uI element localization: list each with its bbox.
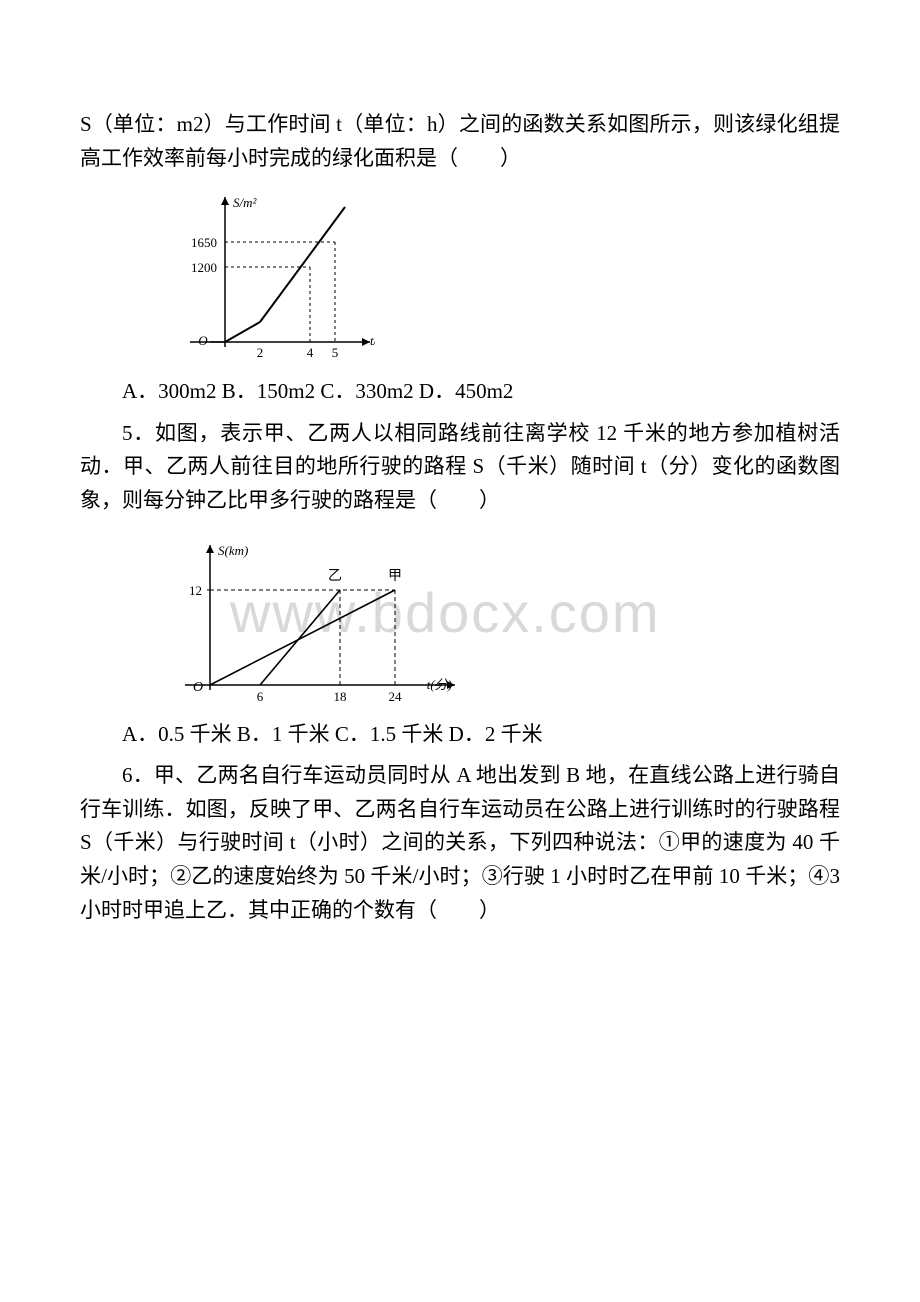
svg-text:4: 4 [307, 345, 314, 360]
svg-text:1650: 1650 [191, 235, 217, 250]
q5-options: A．0.5 千米 B．1 千米 C．1.5 千米 D．2 千米 [80, 718, 840, 752]
svg-text:18: 18 [334, 689, 347, 704]
svg-text:O: O [193, 680, 203, 695]
q5-text: 5．如图，表示甲、乙两人以相同路线前往离学校 12 千米的地方参加植树活动．甲、… [80, 417, 840, 518]
svg-text:O: O [198, 333, 208, 348]
svg-text:12: 12 [189, 583, 202, 598]
svg-text:t/h: t/h [370, 333, 375, 348]
svg-text:2: 2 [257, 345, 264, 360]
q5-chart: S(km) t(分) O 12 6 18 24 甲 乙 [170, 530, 840, 710]
q6-text: 6．甲、乙两名自行车运动员同时从 A 地出发到 B 地，在直线公路上进行骑自行车… [80, 759, 840, 927]
q4-options: A．300m2 B．150m2 C．330m2 D．450m2 [80, 375, 840, 409]
svg-text:甲: 甲 [388, 569, 402, 584]
svg-text:1200: 1200 [191, 260, 217, 275]
svg-text:6: 6 [257, 689, 264, 704]
q4-intro: S（单位：m2）与工作时间 t（单位：h）之间的函数关系如图所示，则该绿化组提高… [80, 108, 840, 175]
q4-chart: S/m² t/h O 1200 1650 2 4 5 [170, 187, 840, 367]
svg-text:t(分): t(分) [427, 677, 452, 692]
svg-text:5: 5 [332, 345, 339, 360]
svg-text:S(km): S(km) [218, 543, 248, 558]
svg-text:乙: 乙 [328, 568, 342, 584]
svg-text:S/m²: S/m² [233, 195, 258, 210]
svg-text:24: 24 [389, 689, 403, 704]
